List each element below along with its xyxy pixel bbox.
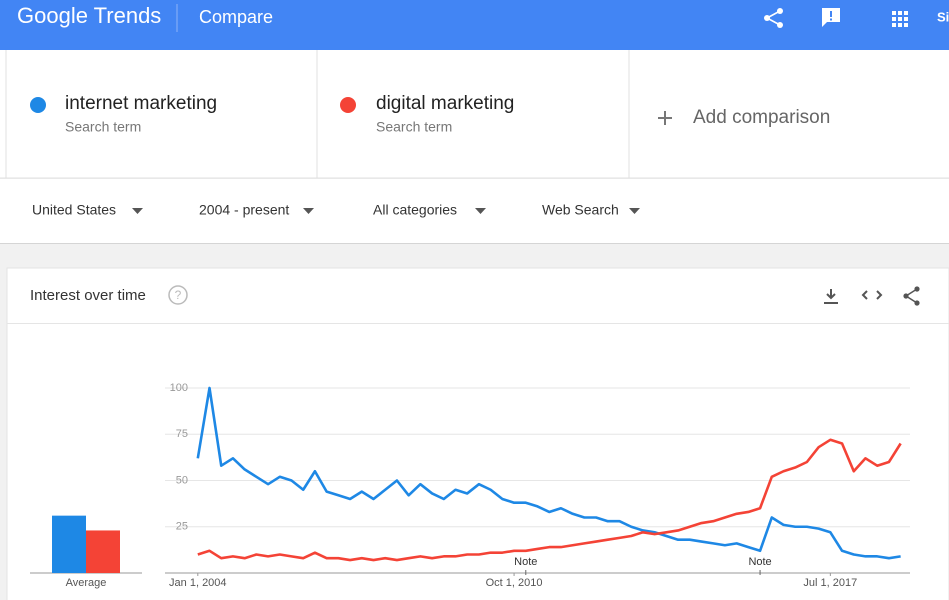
x-tick-label: Jul 1, 2017 bbox=[803, 577, 857, 589]
term-label: Search term bbox=[376, 119, 452, 135]
average-label: Average bbox=[66, 577, 107, 589]
logo[interactable]: Google Trends bbox=[17, 3, 161, 28]
help-icon[interactable]: ? bbox=[168, 285, 188, 305]
card-title: Interest over time bbox=[30, 287, 146, 304]
embed-icon[interactable] bbox=[861, 290, 883, 300]
feedback-icon[interactable] bbox=[822, 8, 840, 27]
average-bar bbox=[52, 515, 86, 573]
y-tick-label: 25 bbox=[176, 521, 188, 533]
header bbox=[0, 0, 949, 50]
series-line bbox=[197, 438, 902, 562]
y-tick-label: 100 bbox=[170, 382, 188, 394]
term-label: Search term bbox=[65, 119, 141, 135]
caret[interactable] bbox=[132, 208, 143, 214]
x-tick-label: Oct 1, 2010 bbox=[486, 577, 543, 589]
y-tick-label: 50 bbox=[176, 474, 188, 486]
note: Note bbox=[514, 556, 537, 568]
caret[interactable] bbox=[629, 208, 640, 214]
note: Note bbox=[748, 556, 771, 568]
share-icon[interactable] bbox=[764, 8, 783, 28]
chart: 25 50 75 100 Jan 1, 2004 Oct 1, 2010 Jul 1, 20… bbox=[30, 382, 910, 589]
filter[interactable]: 2004 - present bbox=[199, 202, 289, 218]
filter[interactable]: All categories bbox=[373, 202, 457, 218]
average-bar bbox=[86, 530, 120, 573]
term-name[interactable]: internet marketing bbox=[65, 93, 217, 114]
term-name[interactable]: digital marketing bbox=[376, 93, 514, 114]
add-comparison[interactable]: Add comparison bbox=[693, 107, 830, 128]
sign-in[interactable]: Si bbox=[937, 9, 949, 24]
share-chart-icon[interactable] bbox=[903, 286, 920, 306]
download-icon[interactable] bbox=[824, 289, 838, 304]
filter-bar bbox=[0, 179, 949, 243]
plus-icon[interactable] bbox=[658, 111, 672, 125]
svg-text:?: ? bbox=[175, 288, 182, 302]
series-line bbox=[196, 386, 901, 560]
caret[interactable] bbox=[475, 208, 486, 214]
filter[interactable]: United States bbox=[32, 202, 116, 218]
x-tick-label: Jan 1, 2004 bbox=[169, 577, 227, 589]
term-dot bbox=[30, 97, 46, 113]
apps-icon[interactable] bbox=[892, 11, 908, 27]
term-dot bbox=[340, 97, 356, 113]
caret[interactable] bbox=[303, 208, 314, 214]
page-title: Compare bbox=[199, 7, 273, 27]
y-tick-label: 75 bbox=[176, 428, 188, 440]
terms-panel bbox=[0, 50, 949, 178]
filter[interactable]: Web Search bbox=[542, 202, 619, 218]
